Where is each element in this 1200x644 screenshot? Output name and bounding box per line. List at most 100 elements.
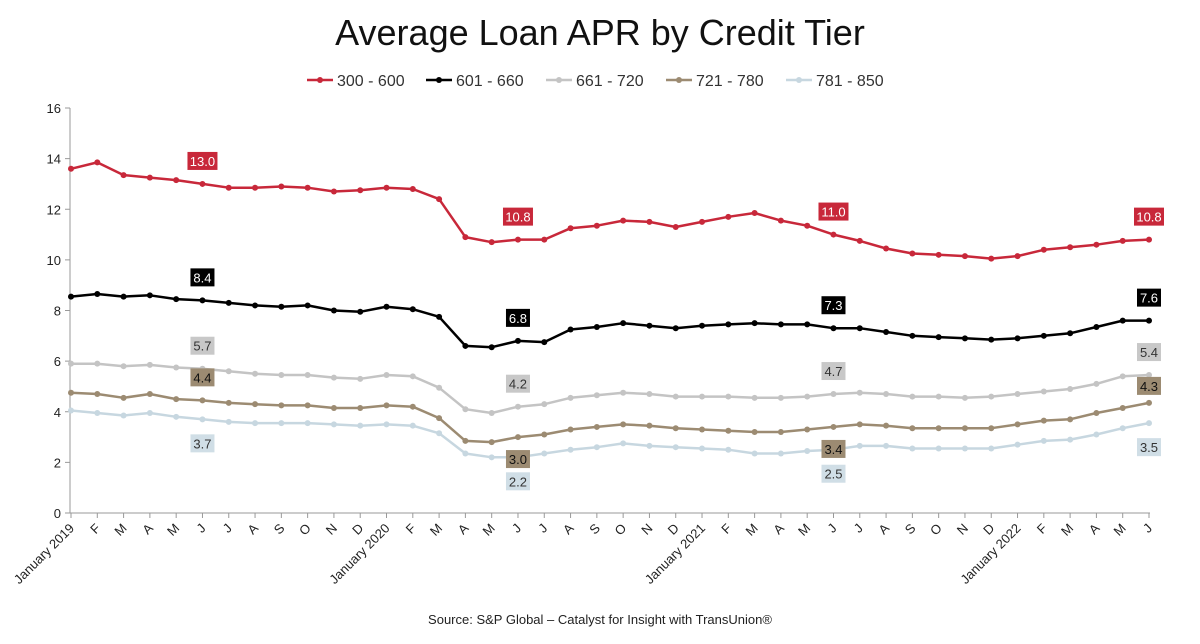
- legend-swatch-marker: [676, 77, 682, 83]
- data-point: [1146, 317, 1152, 324]
- data-point: [961, 335, 968, 342]
- data-point: [1067, 385, 1074, 392]
- data-label-box: [505, 450, 530, 469]
- data-point: [462, 450, 469, 457]
- data-point: [804, 222, 811, 229]
- data-point: [777, 450, 784, 457]
- series-line: [71, 362, 1150, 415]
- data-point: [120, 293, 127, 300]
- y-tick-label: 8: [54, 304, 61, 319]
- data-point: [1014, 391, 1021, 398]
- data-point: [436, 384, 443, 391]
- series-3: [68, 360, 1152, 417]
- data-point: [330, 188, 337, 195]
- data-label-text: 4.4: [193, 370, 211, 385]
- data-point: [883, 422, 890, 429]
- data-label: 4.2: [505, 374, 530, 393]
- x-tick-label: D: [665, 521, 682, 538]
- data-point: [620, 389, 627, 396]
- data-point: [1067, 330, 1074, 337]
- data-point: [94, 291, 101, 298]
- x-tick-label: J: [509, 521, 524, 536]
- x-tick-label: N: [323, 521, 340, 538]
- y-tick-label: 10: [47, 253, 61, 268]
- data-point: [699, 393, 706, 400]
- data-label-text: 3.5: [1140, 440, 1158, 455]
- data-point: [856, 237, 863, 244]
- data-point: [173, 177, 180, 184]
- series-line: [70, 161, 1150, 260]
- data-label-box: [1137, 288, 1161, 307]
- data-point: [830, 325, 837, 332]
- data-point: [804, 321, 811, 328]
- data-point: [278, 402, 285, 409]
- data-point: [935, 425, 942, 432]
- data-point: [304, 302, 311, 309]
- data-point: [173, 413, 180, 420]
- data-label: 4.3: [1137, 376, 1161, 395]
- series-line: [70, 391, 1150, 444]
- data-point: [593, 222, 600, 229]
- legend-label: 661 - 720: [576, 73, 644, 90]
- data-point: [278, 183, 285, 190]
- data-label-text: 3.7: [193, 436, 211, 451]
- data-point: [199, 297, 206, 304]
- data-point: [68, 165, 74, 172]
- data-label-text: 3.4: [824, 442, 842, 457]
- data-point: [988, 393, 995, 400]
- data-point: [330, 404, 337, 411]
- data-point: [436, 313, 443, 320]
- data-label: 6.8: [505, 308, 530, 327]
- data-label-box: [821, 296, 846, 315]
- data-point: [436, 196, 443, 203]
- data-label: 11.0: [818, 202, 849, 221]
- data-point: [672, 393, 679, 400]
- x-tick-label: J: [851, 521, 866, 536]
- data-point: [830, 423, 837, 430]
- data-labels: 13.0 10.8 11.0 10.8 8.4 6.8 7.3 7.6 5.7 4.2 4.7 5.4…: [187, 151, 1164, 491]
- data-point: [830, 391, 837, 398]
- data-point: [120, 363, 127, 370]
- legend-item: 300 - 600: [307, 73, 405, 90]
- data-point: [357, 422, 364, 429]
- data-point: [646, 422, 653, 429]
- data-label: 2.2: [505, 472, 530, 491]
- y-tick-label: 14: [47, 152, 61, 167]
- data-point: [541, 339, 548, 346]
- data-label-text: 10.8: [1136, 210, 1161, 225]
- legend-item: 781 - 850: [786, 73, 884, 90]
- data-point: [672, 325, 679, 332]
- data-point: [1040, 388, 1047, 395]
- data-point: [935, 445, 942, 452]
- data-point: [357, 404, 364, 411]
- legend-swatch-marker: [317, 77, 323, 83]
- data-label-box: [505, 308, 530, 327]
- data-point: [541, 401, 548, 408]
- data-point: [304, 184, 311, 191]
- data-point: [646, 218, 653, 225]
- data-label-box: [821, 439, 846, 458]
- data-point: [94, 360, 101, 367]
- data-point: [961, 445, 968, 452]
- data-label: 4.4: [190, 368, 215, 387]
- data-point: [146, 292, 153, 299]
- data-label-box: [821, 362, 846, 381]
- data-point: [699, 426, 706, 433]
- data-point: [94, 391, 101, 398]
- x-tick-label: M: [111, 521, 129, 539]
- data-point: [357, 187, 364, 194]
- data-point: [988, 425, 995, 432]
- data-point: [804, 447, 811, 454]
- data-point: [1040, 332, 1047, 339]
- legend-swatch-marker: [556, 77, 562, 83]
- data-point: [751, 394, 758, 401]
- data-point: [252, 302, 259, 309]
- data-label-text: 7.3: [824, 298, 842, 313]
- data-point: [1067, 244, 1074, 251]
- data-label-text: 2.2: [509, 474, 527, 489]
- data-label: 5.7: [190, 336, 215, 355]
- data-point: [699, 445, 706, 452]
- x-tick-label: O: [612, 521, 630, 539]
- data-point: [225, 368, 232, 375]
